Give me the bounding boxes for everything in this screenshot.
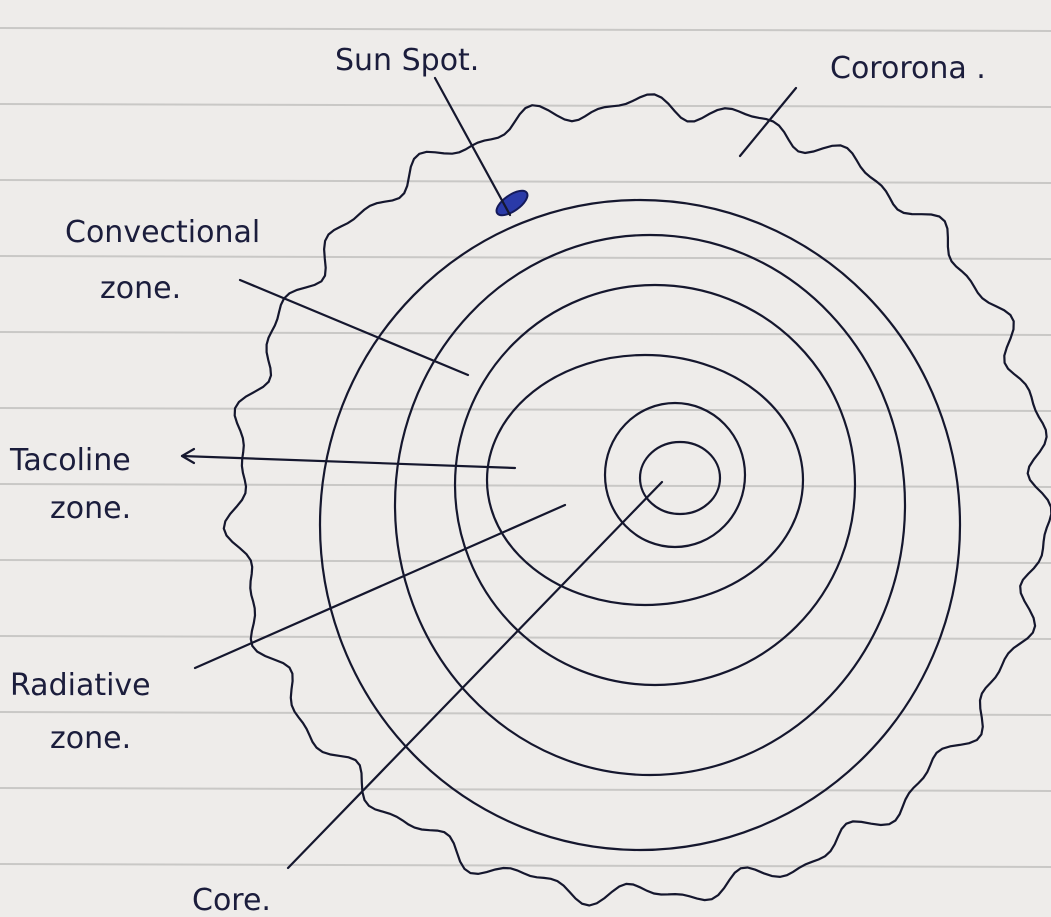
label: Radiative [10,668,151,703]
label: Core. [192,883,271,917]
diagram: Sun Spot. Cororona . Convectional zone. … [0,0,1051,917]
paper [0,0,1051,917]
label: zone. [50,491,131,526]
label: Tacoline [9,443,131,478]
label: Convectional [65,215,260,250]
label: zone. [100,271,181,306]
label: Cororona . [830,51,986,86]
label: Sun Spot. [335,43,479,78]
label: zone. [50,721,131,756]
